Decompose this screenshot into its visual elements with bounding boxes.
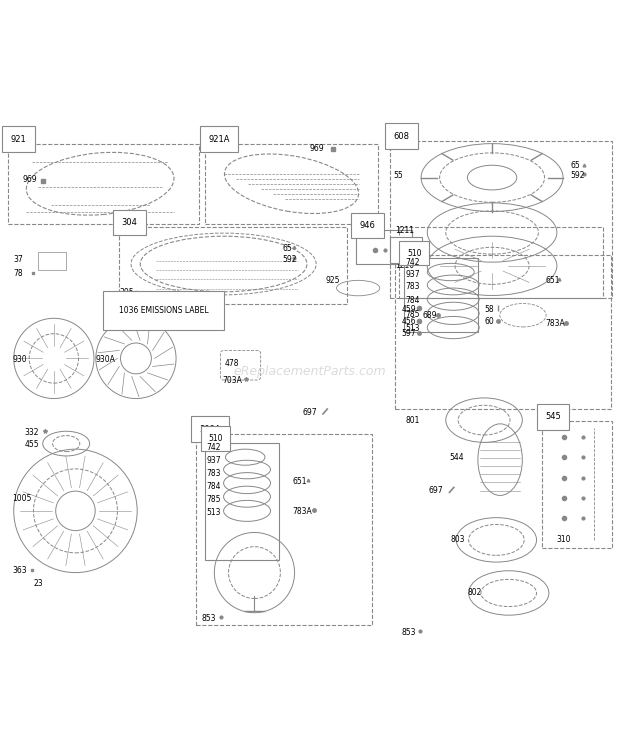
Text: 510: 510	[407, 248, 422, 258]
Text: 55: 55	[393, 171, 403, 180]
Text: 1036 EMISSIONS LABEL: 1036 EMISSIONS LABEL	[118, 306, 208, 315]
Text: 801: 801	[405, 416, 420, 425]
Text: 456: 456	[401, 317, 416, 326]
Text: 921A: 921A	[208, 135, 229, 144]
Text: 608: 608	[393, 132, 409, 141]
Text: 510: 510	[208, 434, 223, 443]
Text: 60: 60	[484, 317, 494, 326]
Text: 803: 803	[451, 536, 465, 545]
Text: 65: 65	[283, 244, 293, 253]
Text: 925: 925	[326, 276, 340, 285]
Text: eReplacementParts.com: eReplacementParts.com	[234, 365, 386, 379]
Text: 921: 921	[11, 135, 27, 144]
Text: 783: 783	[405, 282, 420, 292]
Text: 513: 513	[206, 508, 221, 517]
Text: 592: 592	[283, 254, 298, 263]
Text: 930: 930	[12, 355, 27, 364]
Text: 478: 478	[225, 359, 239, 368]
Text: 597: 597	[401, 330, 416, 339]
Text: 703A: 703A	[223, 376, 242, 385]
Text: 305: 305	[120, 289, 135, 298]
Text: 65: 65	[570, 161, 580, 170]
Text: 304: 304	[122, 218, 138, 227]
Text: 785: 785	[206, 495, 221, 504]
Text: 946: 946	[360, 221, 375, 230]
Text: 853: 853	[202, 615, 216, 623]
Text: 310: 310	[557, 536, 572, 545]
Text: 697: 697	[428, 486, 443, 495]
Text: 37: 37	[14, 254, 24, 263]
Text: 802: 802	[467, 589, 482, 597]
Text: 930A: 930A	[96, 355, 116, 364]
Text: 544: 544	[450, 452, 464, 462]
Text: 309A: 309A	[199, 425, 221, 434]
Text: 969: 969	[23, 175, 38, 184]
Text: 651: 651	[293, 478, 308, 487]
Text: 545: 545	[545, 412, 561, 421]
Text: 784: 784	[206, 481, 221, 491]
Text: 455: 455	[25, 440, 40, 449]
Text: 742: 742	[405, 257, 420, 266]
Text: 592: 592	[570, 171, 585, 180]
Text: 937: 937	[405, 270, 420, 279]
Text: 697: 697	[303, 408, 317, 417]
Text: 784: 784	[405, 296, 420, 305]
Text: 783A: 783A	[546, 319, 565, 328]
Text: 969: 969	[310, 144, 325, 153]
Text: 459: 459	[401, 304, 416, 313]
Text: 783A: 783A	[293, 507, 312, 516]
Text: 78: 78	[14, 269, 24, 278]
Text: 689: 689	[422, 311, 437, 320]
Text: 853: 853	[401, 628, 416, 637]
Text: 783: 783	[206, 469, 221, 478]
Text: 1211: 1211	[395, 225, 414, 234]
Text: 58: 58	[484, 304, 494, 313]
Text: 332: 332	[25, 428, 39, 437]
Text: 363: 363	[12, 566, 27, 575]
Text: 937: 937	[206, 456, 221, 466]
Text: 1210: 1210	[395, 261, 414, 270]
Text: 742: 742	[206, 443, 221, 452]
Text: 1005: 1005	[12, 494, 32, 503]
Text: 513: 513	[405, 324, 420, 333]
Text: 309: 309	[398, 246, 414, 254]
Text: 23: 23	[33, 579, 43, 588]
Text: 785: 785	[405, 310, 420, 319]
Text: 651: 651	[546, 276, 560, 285]
